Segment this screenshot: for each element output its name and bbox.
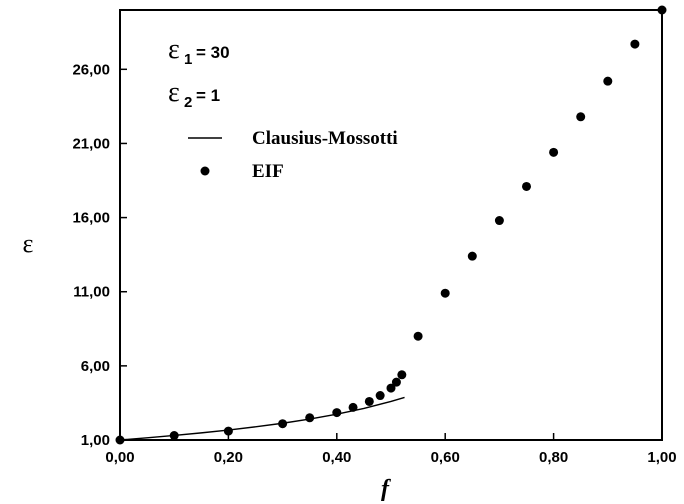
x-tick-label: 0,80: [539, 449, 568, 466]
x-tick-label: 1,00: [647, 449, 676, 466]
data-point-eif: [375, 391, 385, 401]
y-tick-label: 1,00: [81, 432, 110, 449]
annotation-eps1-subscript: 1: [184, 51, 192, 68]
data-point-eif: [397, 370, 407, 380]
annotation-eps1-symbol: ε: [168, 34, 180, 65]
data-point-eif: [332, 408, 342, 418]
data-point-eif: [630, 39, 640, 49]
data-point-eif: [467, 251, 477, 261]
data-point-eif: [549, 147, 559, 157]
data-point-eif: [391, 377, 401, 387]
annotation-eps1-value: = 30: [196, 43, 230, 62]
x-tick-label: 0,60: [431, 449, 460, 466]
annotation-eps2-value: = 1: [196, 86, 220, 105]
data-point-eif: [440, 288, 450, 298]
y-tick-label: 16,00: [72, 210, 110, 227]
x-axis-ticks: 0,00 0,20 0,40 0,60 0,80 1,00: [105, 433, 677, 466]
x-tick-label: 0,20: [214, 449, 243, 466]
x-tick-label: 0,40: [322, 449, 351, 466]
legend-label-clausius-mossotti: Clausius-Mossotti: [252, 128, 398, 149]
annotation-eps1: ε 1 = 30: [168, 34, 230, 68]
data-point-eif: [603, 76, 613, 86]
data-point-eif: [223, 426, 233, 436]
data-point-eif: [115, 435, 125, 445]
plot-area-frame: [119, 9, 663, 441]
annotation-eps2: ε 2 = 1: [168, 77, 220, 111]
data-point-eif: [494, 216, 504, 226]
data-point-eif: [576, 112, 586, 122]
data-point-eif: [169, 431, 179, 441]
data-point-eif: [657, 5, 667, 15]
data-point-eif: [278, 419, 288, 429]
y-axis-label: ε: [23, 229, 34, 258]
annotation-eps2-symbol: ε: [168, 77, 180, 108]
y-tick-label: 11,00: [73, 284, 110, 301]
y-axis-ticks: 1,00 6,00 11,00 16,00 21,00 26,00: [72, 61, 127, 449]
data-point-eif: [386, 383, 396, 393]
series-layer: [115, 5, 667, 445]
y-tick-label: 21,00: [72, 135, 110, 152]
legend-label-eif: EIF: [252, 161, 284, 182]
data-point-eif: [348, 402, 358, 412]
data-point-eif: [522, 181, 531, 191]
series-line-clausius-mossotti: [119, 396, 405, 441]
x-tick-label: 0,00: [105, 449, 134, 466]
legend: Clausius-Mossotti EIF: [188, 128, 398, 182]
x-axis-label: f: [381, 476, 391, 502]
y-tick-label: 6,00: [81, 358, 110, 375]
legend-point-swatch: [200, 166, 210, 176]
data-point-eif: [364, 396, 374, 406]
data-point-eif: [305, 413, 315, 423]
y-tick-label: 26,00: [72, 61, 110, 78]
annotation-eps2-subscript: 2: [184, 94, 192, 111]
data-point-eif: [413, 331, 423, 341]
